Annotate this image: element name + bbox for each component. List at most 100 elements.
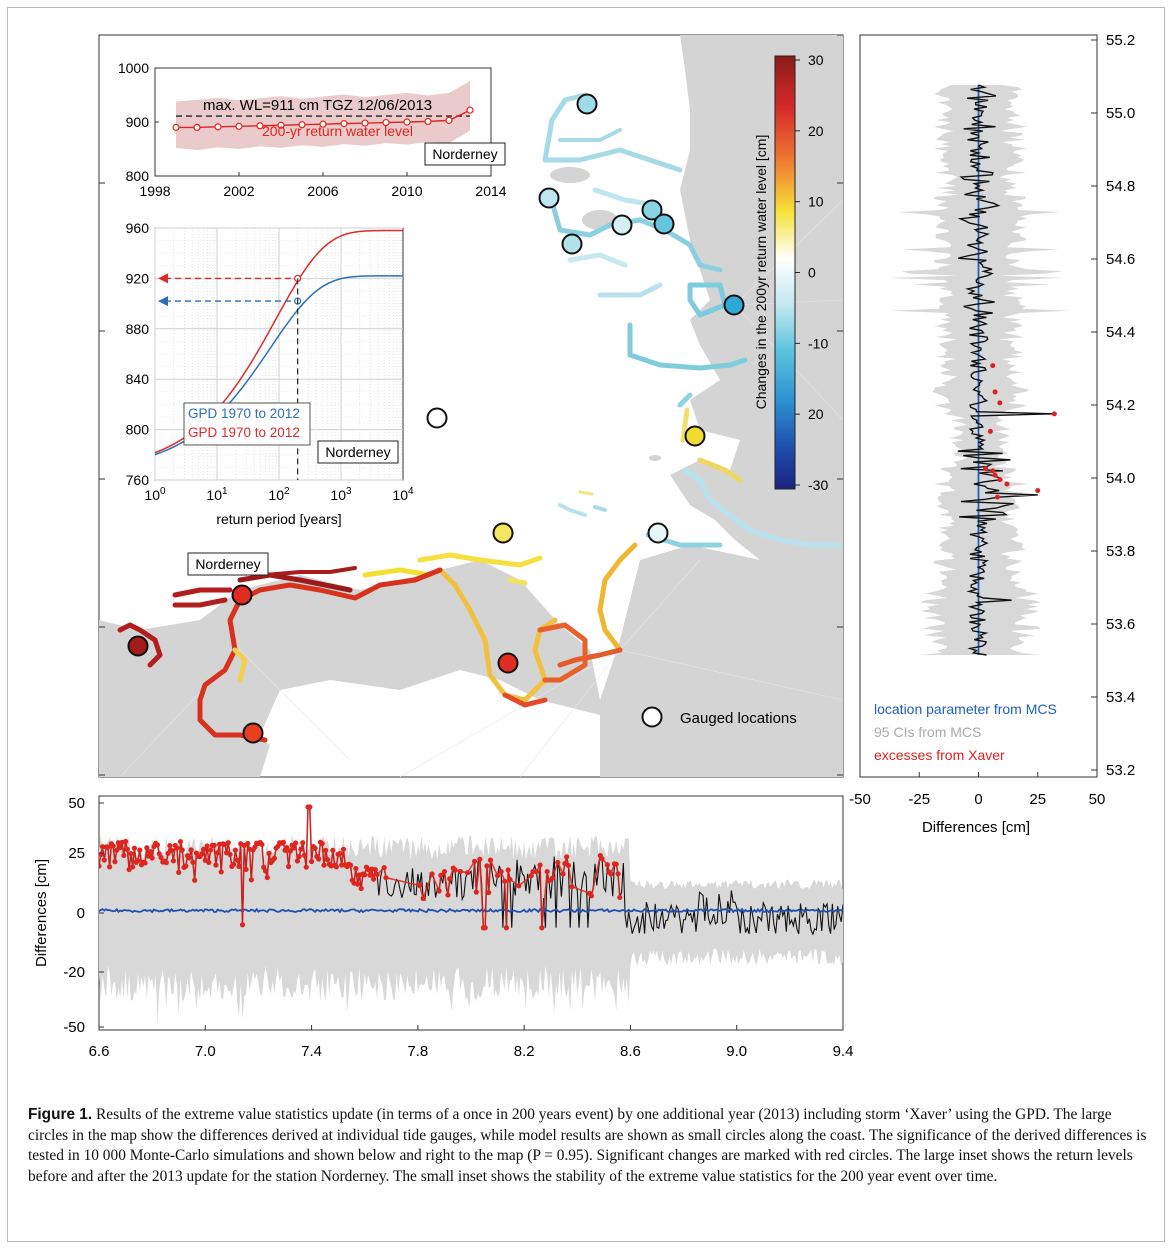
inset-large-ytick: 800 — [126, 422, 150, 438]
bottom-excess-point — [101, 857, 107, 863]
bottom-excess-point — [218, 869, 224, 875]
bottom-excess-point — [316, 856, 322, 862]
gauge-marker — [561, 233, 583, 255]
gauge-marker — [723, 294, 745, 316]
right-excess-point — [1051, 411, 1057, 417]
bottom-excess-point — [122, 838, 129, 845]
bottom-excess-point — [121, 852, 127, 859]
bottom-excess-point — [158, 854, 164, 861]
right-excess-point — [1035, 488, 1041, 494]
inset-large-legend-blue: GPD 1970 to 2012 — [188, 406, 300, 421]
bottom-excess-point — [301, 852, 308, 858]
right-excess-point — [987, 428, 993, 434]
bottom-excess-point — [165, 850, 171, 856]
bottom-ytick: -50 — [63, 1019, 85, 1036]
lat-tick-label: 54.2 — [1106, 397, 1135, 414]
bottom-excess-point — [370, 876, 377, 882]
bottom-excess-point — [262, 868, 269, 874]
lat-tick-label: 55.0 — [1106, 105, 1135, 122]
bottom-excess-point — [324, 857, 331, 863]
colorbar — [774, 55, 796, 490]
lat-tick-label: 53.8 — [1106, 543, 1135, 560]
bottom-excess-point — [190, 859, 196, 865]
bottom-excess-point — [503, 925, 510, 931]
bottom-excess-point — [183, 863, 189, 869]
colorbar-label: Changes in the 200yr return water level … — [753, 135, 769, 410]
bottom-excess-point — [208, 847, 214, 853]
right-excess-point — [992, 472, 998, 478]
bottom-excess-point — [565, 862, 572, 869]
gauge-marker — [492, 522, 514, 544]
bottom-excess-point — [355, 881, 361, 887]
bottom-excess-point — [248, 877, 254, 883]
bottom-excess-point — [308, 858, 315, 865]
gauge-marker — [231, 584, 253, 606]
bottom-excess-point — [337, 850, 343, 857]
right-excess-point — [990, 468, 996, 474]
bottom-excess-point — [358, 885, 364, 892]
inset-small-ytick: 800 — [126, 168, 150, 184]
bottom-excess-point — [588, 893, 595, 899]
bottom-excess-point — [367, 872, 373, 878]
inset-small-xtick: 2006 — [307, 183, 338, 199]
right-difference-line — [957, 84, 1055, 656]
right-excess-point — [997, 400, 1003, 406]
bottom-excess-point — [179, 847, 185, 853]
bottom-excess-point — [323, 847, 329, 853]
bottom-excess-point — [452, 867, 458, 873]
bottom-excess-point — [507, 876, 513, 883]
bottom-excess-point — [149, 855, 155, 861]
bottom-excess-point — [266, 850, 272, 856]
figure-frame — [7, 7, 1165, 1242]
colorbar-ticks: 30 20 10 0 -10 20 -30 — [795, 52, 828, 493]
inset-large-xlabel: return period [years] — [216, 511, 341, 527]
bottom-excess-point — [128, 850, 134, 857]
bottom-excess-point — [498, 869, 504, 875]
right-legend-excess: excesses from Xaver — [874, 747, 1005, 763]
bottom-excess-point — [135, 858, 141, 864]
bottom-excess-point — [533, 869, 540, 875]
bottom-excess-point — [105, 844, 111, 850]
bottom-excess-point — [429, 871, 435, 877]
bottom-ytick: -20 — [63, 964, 85, 981]
bottom-excess-point — [280, 839, 286, 845]
bottom-xtick: 9.0 — [726, 1043, 747, 1060]
bottom-xtick: 7.8 — [407, 1043, 428, 1060]
bottom-xtick: 6.6 — [89, 1043, 110, 1060]
lat-tick-label: 53.4 — [1106, 689, 1135, 706]
right-excess-point — [997, 477, 1003, 483]
bottom-excess-point — [441, 868, 448, 875]
bottom-excess-point — [154, 842, 161, 848]
bottom-panel: 6.6 7.0 7.4 7.8 8.2 8.6 9.0 9.4 50 25 0 -20 -50 Diff… — [33, 795, 853, 1060]
bottom-excess-point — [259, 841, 265, 848]
inset-small-ytick: 900 — [126, 114, 150, 130]
inset-small-point — [256, 122, 264, 130]
inset-large-ytick: 840 — [126, 371, 150, 387]
bottom-excess-point — [436, 888, 442, 894]
bottom-excess-point — [144, 845, 150, 851]
bottom-excess-point — [199, 851, 205, 857]
gauge-marker — [684, 425, 706, 447]
bottom-excess-point — [617, 894, 623, 901]
bottom-excess-point — [417, 882, 423, 888]
bottom-excess-point — [174, 845, 180, 851]
inset-small-xtick: 2010 — [391, 183, 422, 199]
gauge-marker — [538, 187, 560, 209]
bottom-excess-point — [330, 847, 336, 853]
inset-small-xtick: 2014 — [475, 183, 506, 199]
lat-tick-label: 54.0 — [1106, 470, 1135, 487]
right-excess-point — [992, 389, 998, 395]
inset-small-point — [361, 119, 369, 127]
bottom-excess-point — [271, 855, 277, 861]
bottom-xtick: 8.2 — [514, 1043, 535, 1060]
bottom-ytick: 25 — [68, 845, 85, 862]
bottom-excess-point — [215, 850, 221, 856]
inset-small-point — [445, 116, 453, 124]
bottom-excess-point — [381, 865, 387, 871]
bottom-excess-point — [107, 864, 113, 870]
bottom-xtick: 7.4 — [301, 1043, 322, 1060]
bottom-excess-point — [383, 875, 389, 881]
inset-small-xtick: 2002 — [223, 183, 254, 199]
bottom-excess-point — [569, 884, 575, 890]
gauge-marker — [641, 199, 663, 221]
